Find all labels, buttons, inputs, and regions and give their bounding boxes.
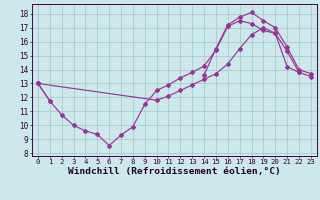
X-axis label: Windchill (Refroidissement éolien,°C): Windchill (Refroidissement éolien,°C) <box>68 167 281 176</box>
